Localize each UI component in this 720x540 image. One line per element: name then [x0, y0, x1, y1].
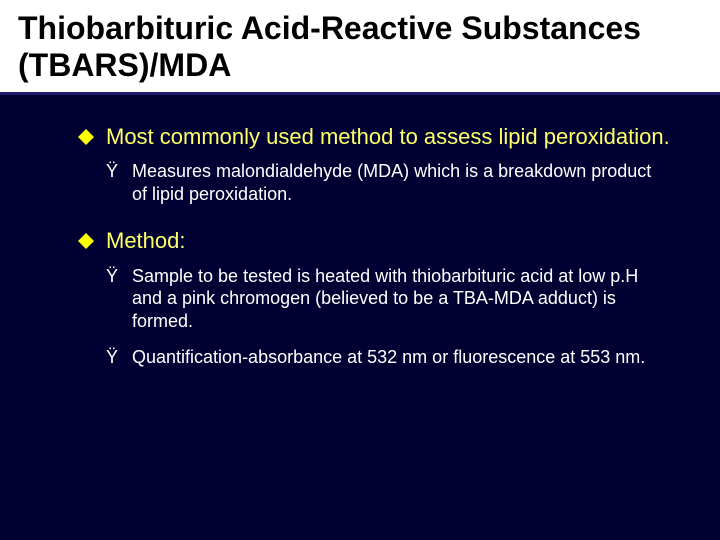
sub-bullet-icon: Ÿ	[106, 160, 132, 205]
list-item-text: Method:	[106, 227, 670, 255]
list-item: Most commonly used method to assess lipi…	[78, 123, 670, 151]
diamond-icon	[78, 227, 106, 255]
list-subitem-text: Measures malondialdehyde (MDA) which is …	[132, 160, 670, 205]
list-item-text: Most commonly used method to assess lipi…	[106, 123, 670, 151]
list-subitem: Ÿ Measures malondialdehyde (MDA) which i…	[106, 160, 670, 205]
slide: Thiobarbituric Acid-Reactive Substances …	[0, 0, 720, 540]
list-subitem: Ÿ Sample to be tested is heated with thi…	[106, 265, 670, 333]
slide-content: Most commonly used method to assess lipi…	[0, 95, 720, 369]
list-item: Method:	[78, 227, 670, 255]
list-subitem-text: Quantification-absorbance at 532 nm or f…	[132, 346, 670, 369]
sub-bullet-icon: Ÿ	[106, 265, 132, 333]
slide-title: Thiobarbituric Acid-Reactive Substances …	[18, 10, 702, 84]
diamond-icon	[78, 123, 106, 151]
spacer	[78, 219, 670, 227]
list-subitem: Ÿ Quantification-absorbance at 532 nm or…	[106, 346, 670, 369]
sub-bullet-icon: Ÿ	[106, 346, 132, 369]
list-subitem-text: Sample to be tested is heated with thiob…	[132, 265, 670, 333]
title-block: Thiobarbituric Acid-Reactive Substances …	[0, 0, 720, 95]
